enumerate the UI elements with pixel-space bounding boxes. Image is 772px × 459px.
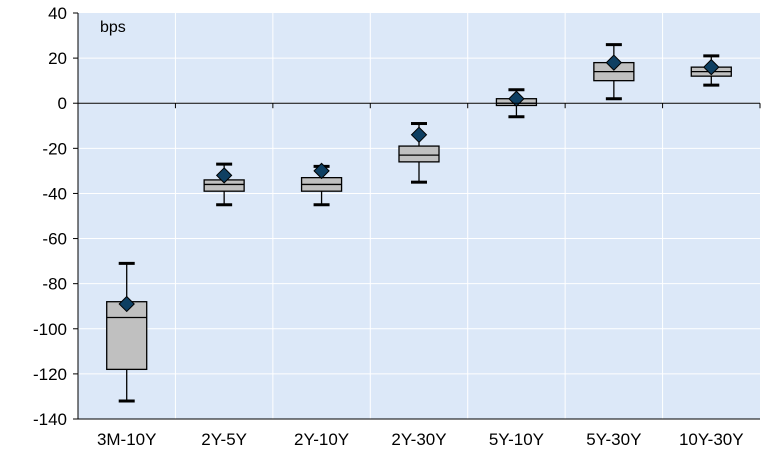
box-3m-10y	[106, 261, 148, 403]
current-value-marker	[605, 54, 623, 71]
x-tick-label: 10Y-30Y	[679, 430, 744, 449]
current-value-marker	[703, 58, 720, 76]
current-value-marker	[313, 162, 330, 180]
box-5y-30y	[593, 43, 635, 101]
box-5y-10y	[495, 88, 538, 119]
y-tick-label: -60	[42, 230, 67, 249]
box-10y-30y	[690, 54, 732, 87]
unit-label: bps	[100, 19, 126, 36]
y-tick-label: -40	[42, 184, 67, 203]
gridlines	[78, 13, 760, 419]
axes	[73, 12, 761, 420]
y-tick-label: -140	[33, 410, 67, 429]
boxes-layer	[106, 43, 732, 403]
current-value-marker	[410, 126, 428, 144]
box-2y-10y	[300, 162, 343, 207]
x-tick-label: 2Y-30Y	[391, 430, 446, 449]
box-2y-30y	[398, 122, 440, 184]
current-value-marker	[215, 167, 233, 184]
x-tick-label: 5Y-10Y	[489, 430, 544, 449]
y-tick-labels: 40 20 0 -20 -40 -60 -80 -100 -120 -140	[33, 4, 67, 429]
y-tick-label: -20	[42, 139, 67, 158]
iqr-box	[398, 145, 440, 163]
current-value-marker	[118, 295, 135, 313]
x-tick-label: 5Y-30Y	[586, 430, 641, 449]
plot-area	[78, 13, 760, 419]
y-tick-label: -120	[33, 365, 67, 384]
y-tick-label: 20	[48, 49, 67, 68]
x-tick-label: 3M-10Y	[97, 430, 157, 449]
x-tick-label: 2Y-5Y	[201, 430, 247, 449]
y-tick-label: -100	[33, 320, 67, 339]
box-2y-5y	[203, 162, 245, 207]
x-tick-label: 2Y-10Y	[294, 430, 349, 449]
x-tick-labels: 3M-10Y 2Y-5Y 2Y-10Y 2Y-30Y 5Y-10Y 5Y-30Y 10Y-3…	[97, 430, 744, 449]
y-tick-label: 40	[48, 4, 67, 23]
current-value-marker	[508, 90, 525, 107]
y-tick-label: -80	[42, 275, 67, 294]
y-tick-label: 0	[58, 94, 67, 113]
